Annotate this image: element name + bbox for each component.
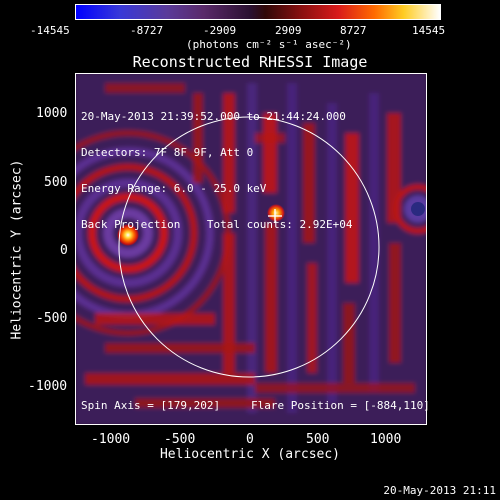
x-tick-label: 1000 <box>370 432 402 447</box>
x-tick-label: -1000 <box>91 432 131 447</box>
colorbar-tick: 2909 <box>275 24 302 37</box>
colorbar-tick: -14545 <box>30 24 70 37</box>
x-tick-label: 500 <box>306 432 330 447</box>
y-tick-label: 0 <box>60 243 68 258</box>
colorbar <box>75 4 441 20</box>
colorbar-tick: -2909 <box>203 24 237 37</box>
y-axis-label: Heliocentric Y (arcsec) <box>9 159 25 340</box>
y-tick-label: -1000 <box>28 379 68 394</box>
y-tick-label: 1000 <box>36 106 68 121</box>
info-line-time: 20-May-2013 21:39:52.000 to 21:44:24.000 <box>81 110 346 123</box>
solar-limb-circle <box>118 116 380 378</box>
x-tick-label: 0 <box>246 432 254 447</box>
x-axis-label: Heliocentric X (arcsec) <box>159 447 340 462</box>
info-line-energy: Energy Range: 6.0 - 25.0 keV <box>81 182 267 195</box>
spin-axis-marker <box>268 209 282 223</box>
colorbar-tick: -8727 <box>130 24 164 37</box>
observation-info: 20-May-2013 21:39:52.000 to 21:44:24.000… <box>81 87 353 255</box>
y-tick-label: -500 <box>36 311 68 326</box>
plot-title: Reconstructed RHESSI Image <box>132 53 368 71</box>
image-plot: 20-May-2013 21:39:52.000 to 21:44:24.000… <box>75 73 430 425</box>
footer-timestamp: 20-May-2013 21:11 <box>383 484 496 497</box>
colorbar-tick: 14545 <box>412 24 446 37</box>
info-line-method: Back Projection Total counts: 2.92E+04 <box>81 218 353 231</box>
spin-axis-label: Spin Axis = [179,202] <box>81 399 221 412</box>
y-tick-label: 500 <box>44 175 68 190</box>
x-tick-label: -500 <box>164 432 196 447</box>
info-line-detectors: Detectors: 7F 8F 9F, Att 0 <box>81 146 254 159</box>
colorbar-unit-label: (photons cm⁻² s⁻¹ asec⁻²) <box>186 38 352 51</box>
heatmap-image <box>75 73 427 425</box>
flare-position-label: Flare Position = [-884,110] <box>251 399 430 412</box>
colorbar-tick: 8727 <box>340 24 367 37</box>
